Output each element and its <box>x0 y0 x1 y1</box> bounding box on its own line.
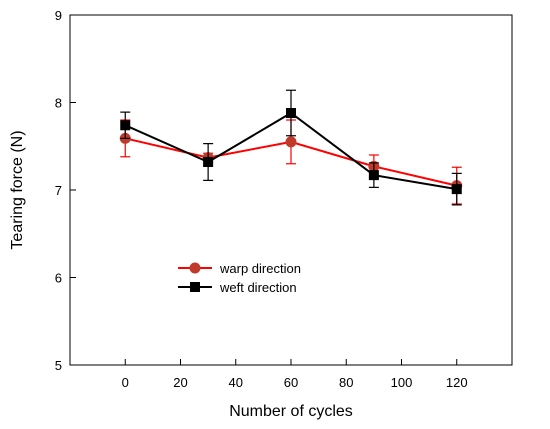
axis-ticks <box>70 14 458 366</box>
x-tick-label: 20 <box>173 375 187 390</box>
legend-label-warp: warp direction <box>219 261 301 276</box>
axis-tick-labels: 0 20 40 60 80 100 120 5 6 7 8 9 <box>55 8 468 390</box>
series-weft <box>120 89 462 206</box>
plot-area-frame <box>69 14 513 366</box>
x-axis-title: Number of cycles <box>229 403 353 420</box>
y-tick-label: 9 <box>55 8 62 23</box>
legend-marker-weft <box>190 282 200 292</box>
x-tick-label: 100 <box>391 375 413 390</box>
data-point <box>285 136 297 148</box>
y-tick-label: 5 <box>55 358 62 373</box>
data-point <box>203 157 214 167</box>
x-tick-label: 80 <box>339 375 353 390</box>
data-point <box>368 170 379 181</box>
x-tick-label: 0 <box>122 375 129 390</box>
y-tick-label: 7 <box>55 183 62 198</box>
x-tick-label: 60 <box>284 375 298 390</box>
x-tick-label: 40 <box>229 375 243 390</box>
data-point <box>451 184 462 195</box>
y-tick-label: 8 <box>55 96 62 111</box>
x-tick-label: 120 <box>446 375 468 390</box>
legend-marker-warp <box>189 262 201 274</box>
legend: warp direction weft direction <box>178 261 301 295</box>
y-axis-title: Tearing force (N) <box>9 130 26 249</box>
data-point <box>120 120 131 131</box>
legend-label-weft: weft direction <box>219 280 297 295</box>
y-tick-label: 6 <box>55 271 62 286</box>
data-point <box>286 108 296 118</box>
series-layer <box>119 89 463 206</box>
